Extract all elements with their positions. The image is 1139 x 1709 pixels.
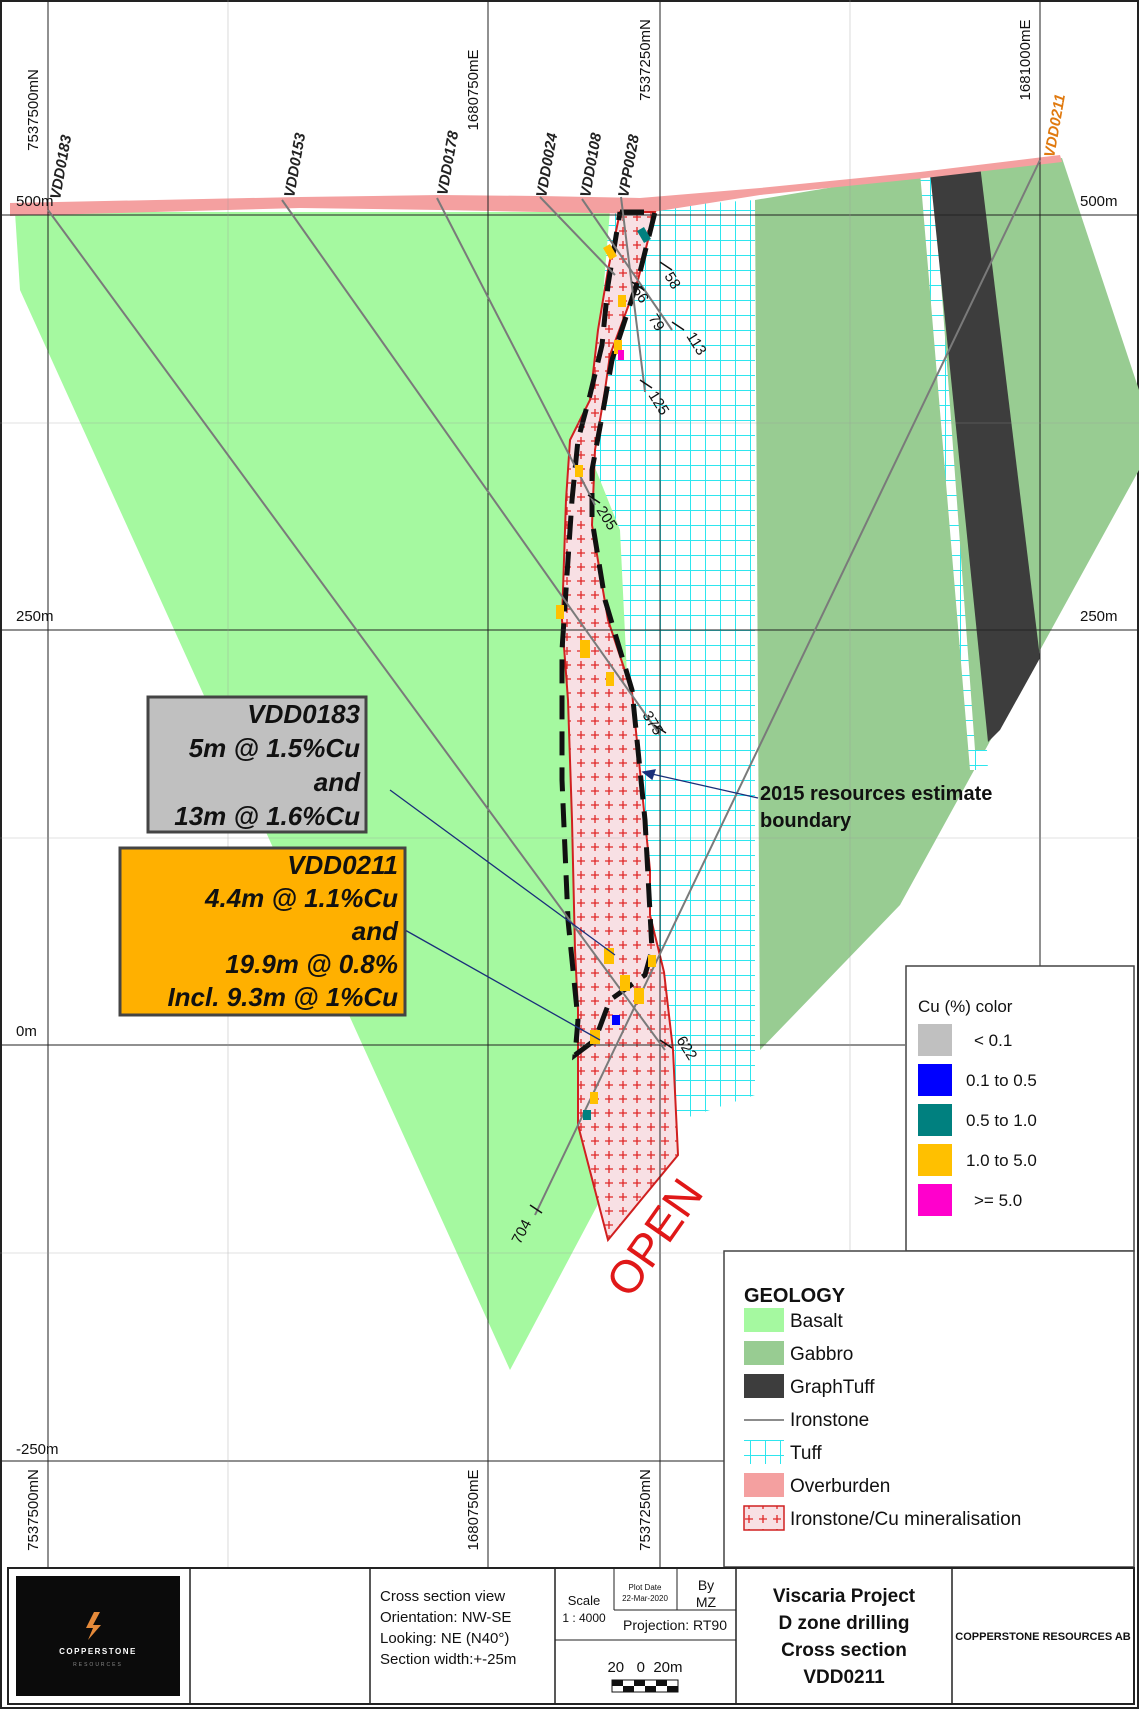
elev-label-neg250: -250m — [16, 1441, 59, 1458]
graphtuff-unit — [930, 165, 1040, 742]
cu-legend-title: Cu (%) color — [918, 997, 1013, 1016]
cu-legend-label: >= 5.0 — [974, 1191, 1022, 1210]
end-of-hole-ticks — [529, 261, 685, 1214]
project-title-line: D zone drilling — [779, 1613, 910, 1634]
callout-leaders — [389, 769, 759, 1041]
geology-swatch-gabbro — [744, 1341, 784, 1365]
logo-bolt-icon — [86, 1612, 101, 1640]
tuff-strip-unit — [920, 172, 988, 770]
project-title-line: Cross section — [781, 1640, 907, 1661]
geology-legend: GEOLOGY Basalt Gabbro GraphTuff Ironston… — [723, 1250, 1135, 1568]
project-title-line: VDD0211 — [803, 1667, 885, 1688]
geology-legend-label: Overburden — [790, 1476, 890, 1497]
elev-label-250-right: 250m — [1080, 608, 1118, 625]
by-label: By — [698, 1577, 714, 1593]
geology-legend-label: Gabbro — [790, 1344, 853, 1365]
cu-legend-label: < 0.1 — [974, 1031, 1012, 1050]
cu-legend-label: 1.0 to 5.0 — [966, 1151, 1037, 1170]
cu-legend-label: 0.5 to 1.0 — [966, 1111, 1037, 1130]
elev-label-250-left: 250m — [16, 608, 54, 625]
boundary-annotation-line1: 2015 resources estimate — [760, 783, 992, 805]
callout-line: VDD0211 — [287, 850, 398, 880]
grid-label-easting-top-1: 1680750mE — [465, 50, 482, 131]
scalebar-label: 20 0 20m — [607, 1659, 682, 1676]
plot-date-value: 22-Mar-2020 — [622, 1594, 668, 1603]
grid-label-easting-bottom-1: 1680750mE — [465, 1470, 482, 1551]
scale-value: 1 : 4000 — [562, 1611, 606, 1625]
plot-date-label: Plot Date — [629, 1583, 662, 1592]
scalebar — [611, 1679, 679, 1693]
by-value: MZ — [696, 1594, 717, 1610]
scale-label: Scale — [568, 1593, 601, 1608]
cu-legend-swatch — [918, 1064, 952, 1096]
callout-line: and — [352, 916, 399, 946]
elev-label-500-left: 500m — [16, 193, 54, 210]
company-name: COPPERSTONE RESOURCES AB — [955, 1631, 1130, 1643]
callout-line: 19.9m @ 0.8% — [225, 949, 398, 979]
grid-label-northing-top-left: 7537500mN — [25, 69, 42, 151]
gabbro-unit — [755, 158, 1139, 1050]
geology-swatch-mineralisation — [743, 1505, 785, 1531]
overburden-unit — [10, 155, 1062, 216]
geology-legend-label: Ironstone — [790, 1410, 869, 1431]
geology-swatch-tuff — [744, 1440, 784, 1464]
callout-vdd0211: VDD0211 4.4m @ 1.1%Cu and 19.9m @ 0.8% I… — [118, 846, 407, 1017]
callout-line: VDD0183 — [247, 699, 360, 729]
boundary-annotation-line2: boundary — [760, 810, 852, 832]
tuff-unit — [590, 200, 755, 1130]
grid-label-northing-bottom-left: 7537500mN — [25, 1469, 42, 1551]
geology-swatch-graphtuff — [744, 1374, 784, 1398]
callout-line: Incl. 9.3m @ 1%Cu — [167, 982, 398, 1012]
elev-label-500-right: 500m — [1080, 193, 1118, 210]
geology-legend-label: Basalt — [790, 1311, 844, 1332]
cu-legend-swatch — [918, 1144, 952, 1176]
view-info-line: Looking: NE (N40°) — [380, 1630, 509, 1647]
grid-label-northing-bottom-2: 7537250mN — [637, 1469, 654, 1551]
cu-legend-swatch — [918, 1184, 952, 1216]
geology-swatch-basalt — [744, 1308, 784, 1332]
callout-line: 4.4m @ 1.1%Cu — [204, 883, 398, 913]
view-info-line: Section width:+-25m — [380, 1651, 516, 1668]
geology-swatch-overburden — [744, 1473, 784, 1497]
geology-legend-label: Ironstone/Cu mineralisation — [790, 1509, 1021, 1530]
callout-line: and — [314, 767, 361, 797]
view-info-line: Cross section view — [380, 1588, 505, 1605]
grid-label-northing-top-2: 7537250mN — [637, 19, 654, 101]
grid-lines — [0, 0, 1139, 1568]
depth-label: 79 — [645, 311, 668, 334]
logo-name: COPPERSTONE — [59, 1647, 137, 1656]
company-logo — [16, 1576, 180, 1696]
grid-label-easting-top-2: 1681000mE — [1017, 20, 1034, 101]
geology-legend-title: GEOLOGY — [744, 1285, 846, 1307]
callout-vdd0183: VDD0183 5m @ 1.5%Cu and 13m @ 1.6%Cu — [146, 695, 368, 834]
project-title-line: Viscaria Project — [773, 1586, 916, 1607]
geology-legend-label: GraphTuff — [790, 1377, 875, 1398]
cu-legend: Cu (%) color < 0.1 0.1 to 0.5 0.5 to 1.0… — [905, 965, 1135, 1252]
grid-labels: 7537500mN 1680750mE 7537250mN 1681000mE … — [16, 19, 1118, 1551]
cu-legend-label: 0.1 to 0.5 — [966, 1071, 1037, 1090]
cu-legend-swatch — [918, 1104, 952, 1136]
callout-line: 13m @ 1.6%Cu — [174, 801, 360, 831]
title-block: COPPERSTONE RESOURCES Cross section view… — [7, 1567, 1135, 1705]
cu-legend-swatch — [918, 1024, 952, 1056]
resource-boundary-line — [559, 209, 659, 1061]
view-info-line: Orientation: NW-SE — [380, 1609, 511, 1626]
callout-line: 5m @ 1.5%Cu — [189, 733, 360, 763]
logo-sub: RESOURCES — [73, 1662, 123, 1668]
depth-label: 56 — [629, 283, 652, 306]
drill-traces — [47, 159, 1041, 1216]
geology-legend-label: Tuff — [790, 1443, 822, 1464]
elev-label-0: 0m — [16, 1023, 37, 1040]
depth-label: 58 — [661, 269, 684, 292]
projection-label: Projection: RT90 — [623, 1617, 727, 1633]
